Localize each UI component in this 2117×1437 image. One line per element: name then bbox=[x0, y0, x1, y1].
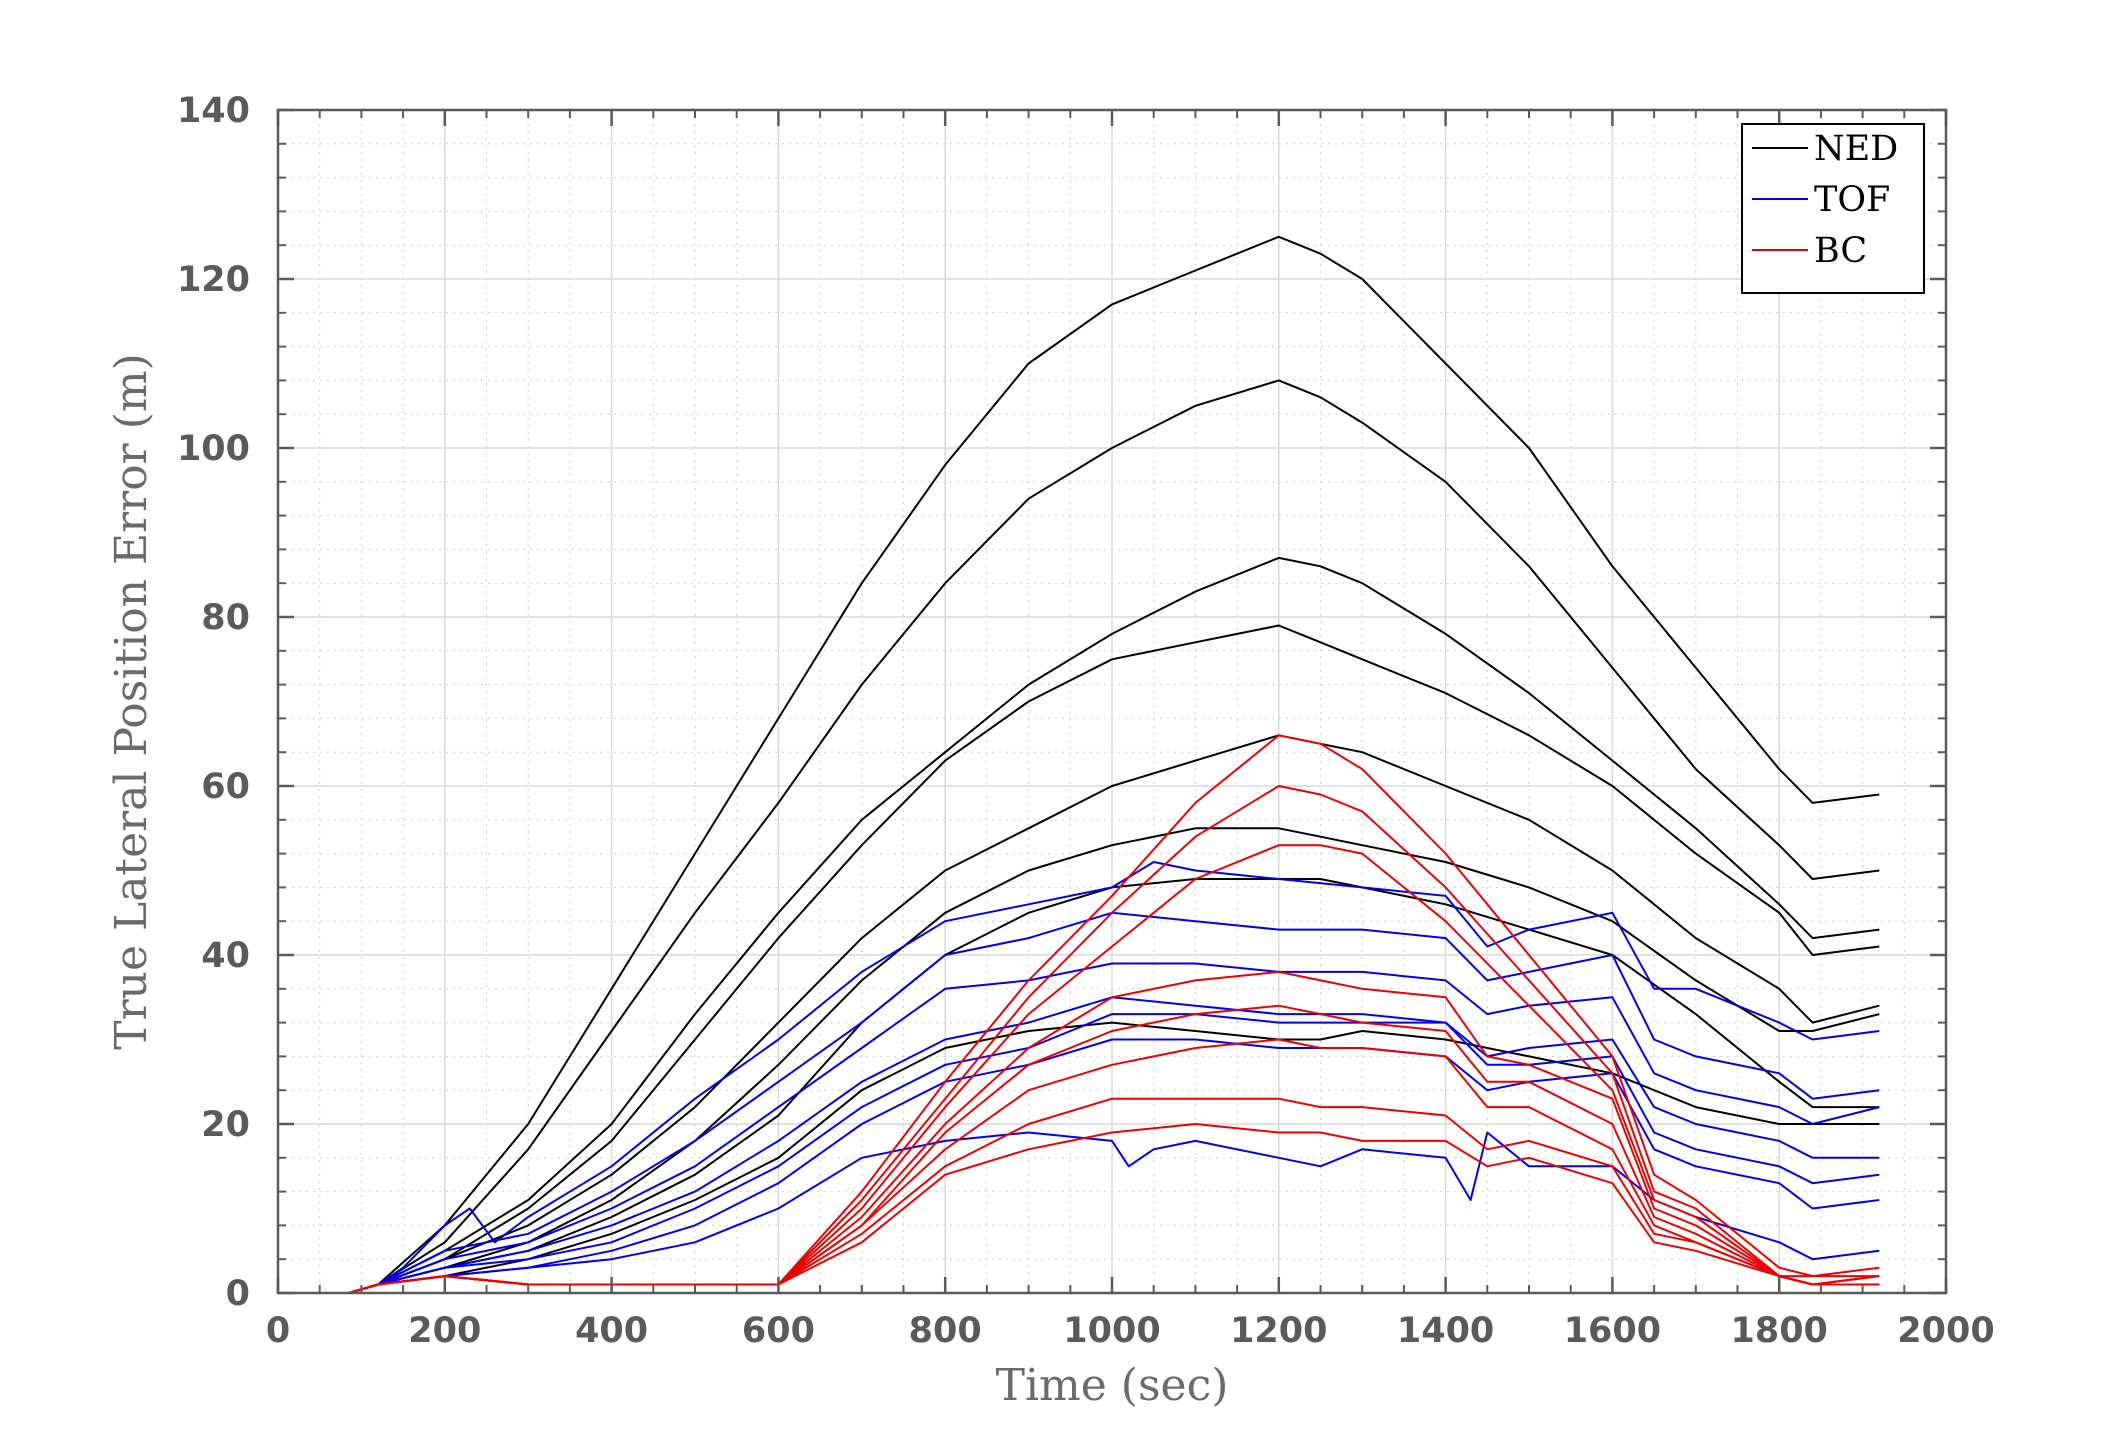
x-tick-label: 400 bbox=[575, 1311, 648, 1351]
series-line-bc bbox=[278, 1123, 1880, 1294]
series-line-ned bbox=[278, 235, 1880, 1294]
series-line-tof bbox=[278, 1038, 1880, 1294]
y-tick-label: 120 bbox=[177, 260, 250, 300]
x-tick-label: 1800 bbox=[1730, 1311, 1827, 1351]
series-line-tof bbox=[278, 911, 1880, 1294]
x-tick-label: 0 bbox=[266, 1311, 290, 1351]
x-tick-label: 1400 bbox=[1397, 1311, 1494, 1351]
series-line-tof bbox=[278, 996, 1880, 1294]
series-line-tof bbox=[278, 1131, 1880, 1294]
x-axis-label: Time (sec) bbox=[996, 1360, 1229, 1411]
legend: NED TOF BC bbox=[1741, 123, 1925, 294]
legend-box bbox=[1741, 123, 1925, 294]
x-tick-label: 600 bbox=[742, 1311, 815, 1351]
y-tick-label: 100 bbox=[177, 429, 250, 469]
y-tick-label: 0 bbox=[226, 1274, 250, 1314]
y-tick-label: 140 bbox=[177, 91, 250, 131]
x-tick-label: 200 bbox=[408, 1311, 481, 1351]
legend-label-bc: BC bbox=[1814, 231, 1867, 271]
major-grid bbox=[277, 109, 1947, 1294]
legend-label-ned: NED bbox=[1814, 129, 1898, 169]
series-line-ned bbox=[278, 379, 1880, 1294]
series-line-ned bbox=[278, 827, 1880, 1294]
series-line-bc bbox=[278, 1097, 1880, 1294]
series-line-ned bbox=[278, 624, 1880, 1294]
series-line-ned bbox=[278, 556, 1880, 1294]
y-tick-label: 40 bbox=[201, 936, 250, 976]
y-axis-tick-labels: 0 20 40 60 80 100 120 140 bbox=[177, 91, 250, 1314]
series-line-bc bbox=[278, 785, 1880, 1294]
y-tick-label: 80 bbox=[201, 598, 250, 638]
y-axis-label: True Lateral Position Error (m) bbox=[106, 353, 157, 1050]
axis-ticks bbox=[276, 108, 1948, 1295]
x-tick-label: 2000 bbox=[1897, 1311, 1994, 1351]
series-line-tof bbox=[278, 1013, 1880, 1294]
x-tick-label: 1200 bbox=[1230, 1311, 1327, 1351]
x-tick-label: 1000 bbox=[1063, 1311, 1160, 1351]
y-tick-label: 60 bbox=[201, 767, 250, 807]
series-layer bbox=[278, 235, 1880, 1294]
x-tick-label: 800 bbox=[909, 1311, 982, 1351]
series-line-tof bbox=[278, 861, 1880, 1294]
x-axis-tick-labels: 0 200 400 600 800 1000 1200 1400 1600 1800 2000 bbox=[266, 1311, 1995, 1351]
legend-label-tof: TOF bbox=[1814, 180, 1890, 220]
series-line-ned bbox=[278, 734, 1880, 1294]
x-tick-label: 1600 bbox=[1564, 1311, 1661, 1351]
y-tick-label: 20 bbox=[201, 1105, 250, 1145]
series-line-tof bbox=[278, 962, 1880, 1294]
